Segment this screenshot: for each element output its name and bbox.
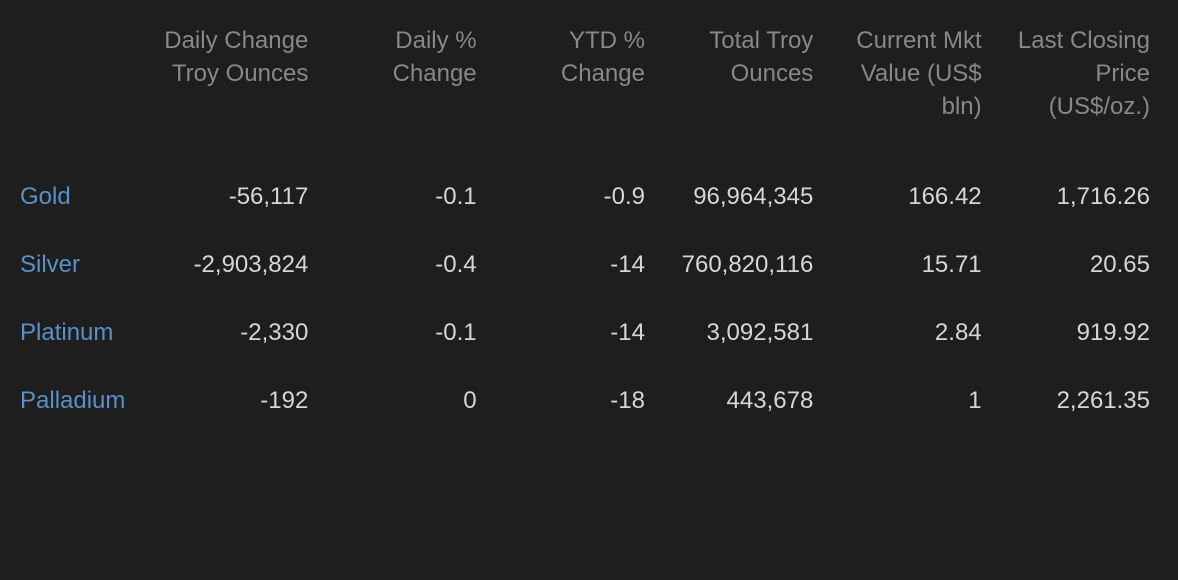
cell-last-closing-price: 1,716.26 (992, 163, 1160, 231)
cell-current-mkt-value: 15.71 (823, 231, 991, 299)
cell-last-closing-price: 2,261.35 (992, 367, 1160, 435)
col-metal (10, 18, 150, 163)
cell-daily-change-troy: -2,903,824 (150, 231, 318, 299)
table-row: Gold -56,117 -0.1 -0.9 96,964,345 166.42… (10, 163, 1160, 231)
table-row: Silver -2,903,824 -0.4 -14 760,820,116 1… (10, 231, 1160, 299)
cell-current-mkt-value: 166.42 (823, 163, 991, 231)
metal-name-cell: Platinum (10, 299, 150, 367)
metal-link-gold[interactable]: Gold (20, 183, 71, 210)
cell-last-closing-price: 919.92 (992, 299, 1160, 367)
cell-ytd-pct-change: -14 (487, 231, 655, 299)
cell-daily-pct-change: -0.1 (318, 163, 486, 231)
metal-link-silver[interactable]: Silver (20, 251, 80, 278)
metals-table: Daily Change Troy Ounces Daily % Change … (10, 18, 1160, 435)
table-row: Palladium -192 0 -18 443,678 1 2,261.35 (10, 367, 1160, 435)
metal-name-cell: Palladium (10, 367, 150, 435)
col-ytd-pct-change: YTD % Change (487, 18, 655, 163)
cell-daily-change-troy: -192 (150, 367, 318, 435)
metal-link-palladium[interactable]: Palladium (20, 387, 125, 414)
col-daily-pct-change: Daily % Change (318, 18, 486, 163)
cell-daily-change-troy: -56,117 (150, 163, 318, 231)
col-current-mkt-value: Current Mkt Value (US$ bln) (823, 18, 991, 163)
metal-link-platinum[interactable]: Platinum (20, 319, 113, 346)
table-header-row: Daily Change Troy Ounces Daily % Change … (10, 18, 1160, 163)
cell-current-mkt-value: 1 (823, 367, 991, 435)
cell-ytd-pct-change: -18 (487, 367, 655, 435)
col-total-troy: Total Troy Ounces (655, 18, 823, 163)
metal-name-cell: Silver (10, 231, 150, 299)
cell-last-closing-price: 20.65 (992, 231, 1160, 299)
col-daily-change-troy: Daily Change Troy Ounces (150, 18, 318, 163)
cell-total-troy: 760,820,116 (655, 231, 823, 299)
cell-total-troy: 96,964,345 (655, 163, 823, 231)
cell-current-mkt-value: 2.84 (823, 299, 991, 367)
cell-ytd-pct-change: -14 (487, 299, 655, 367)
metal-name-cell: Gold (10, 163, 150, 231)
col-last-closing-price: Last Closing Price (US$/oz.) (992, 18, 1160, 163)
table-row: Platinum -2,330 -0.1 -14 3,092,581 2.84 … (10, 299, 1160, 367)
cell-daily-pct-change: -0.4 (318, 231, 486, 299)
cell-daily-pct-change: 0 (318, 367, 486, 435)
cell-ytd-pct-change: -0.9 (487, 163, 655, 231)
cell-daily-pct-change: -0.1 (318, 299, 486, 367)
cell-total-troy: 443,678 (655, 367, 823, 435)
cell-total-troy: 3,092,581 (655, 299, 823, 367)
cell-daily-change-troy: -2,330 (150, 299, 318, 367)
